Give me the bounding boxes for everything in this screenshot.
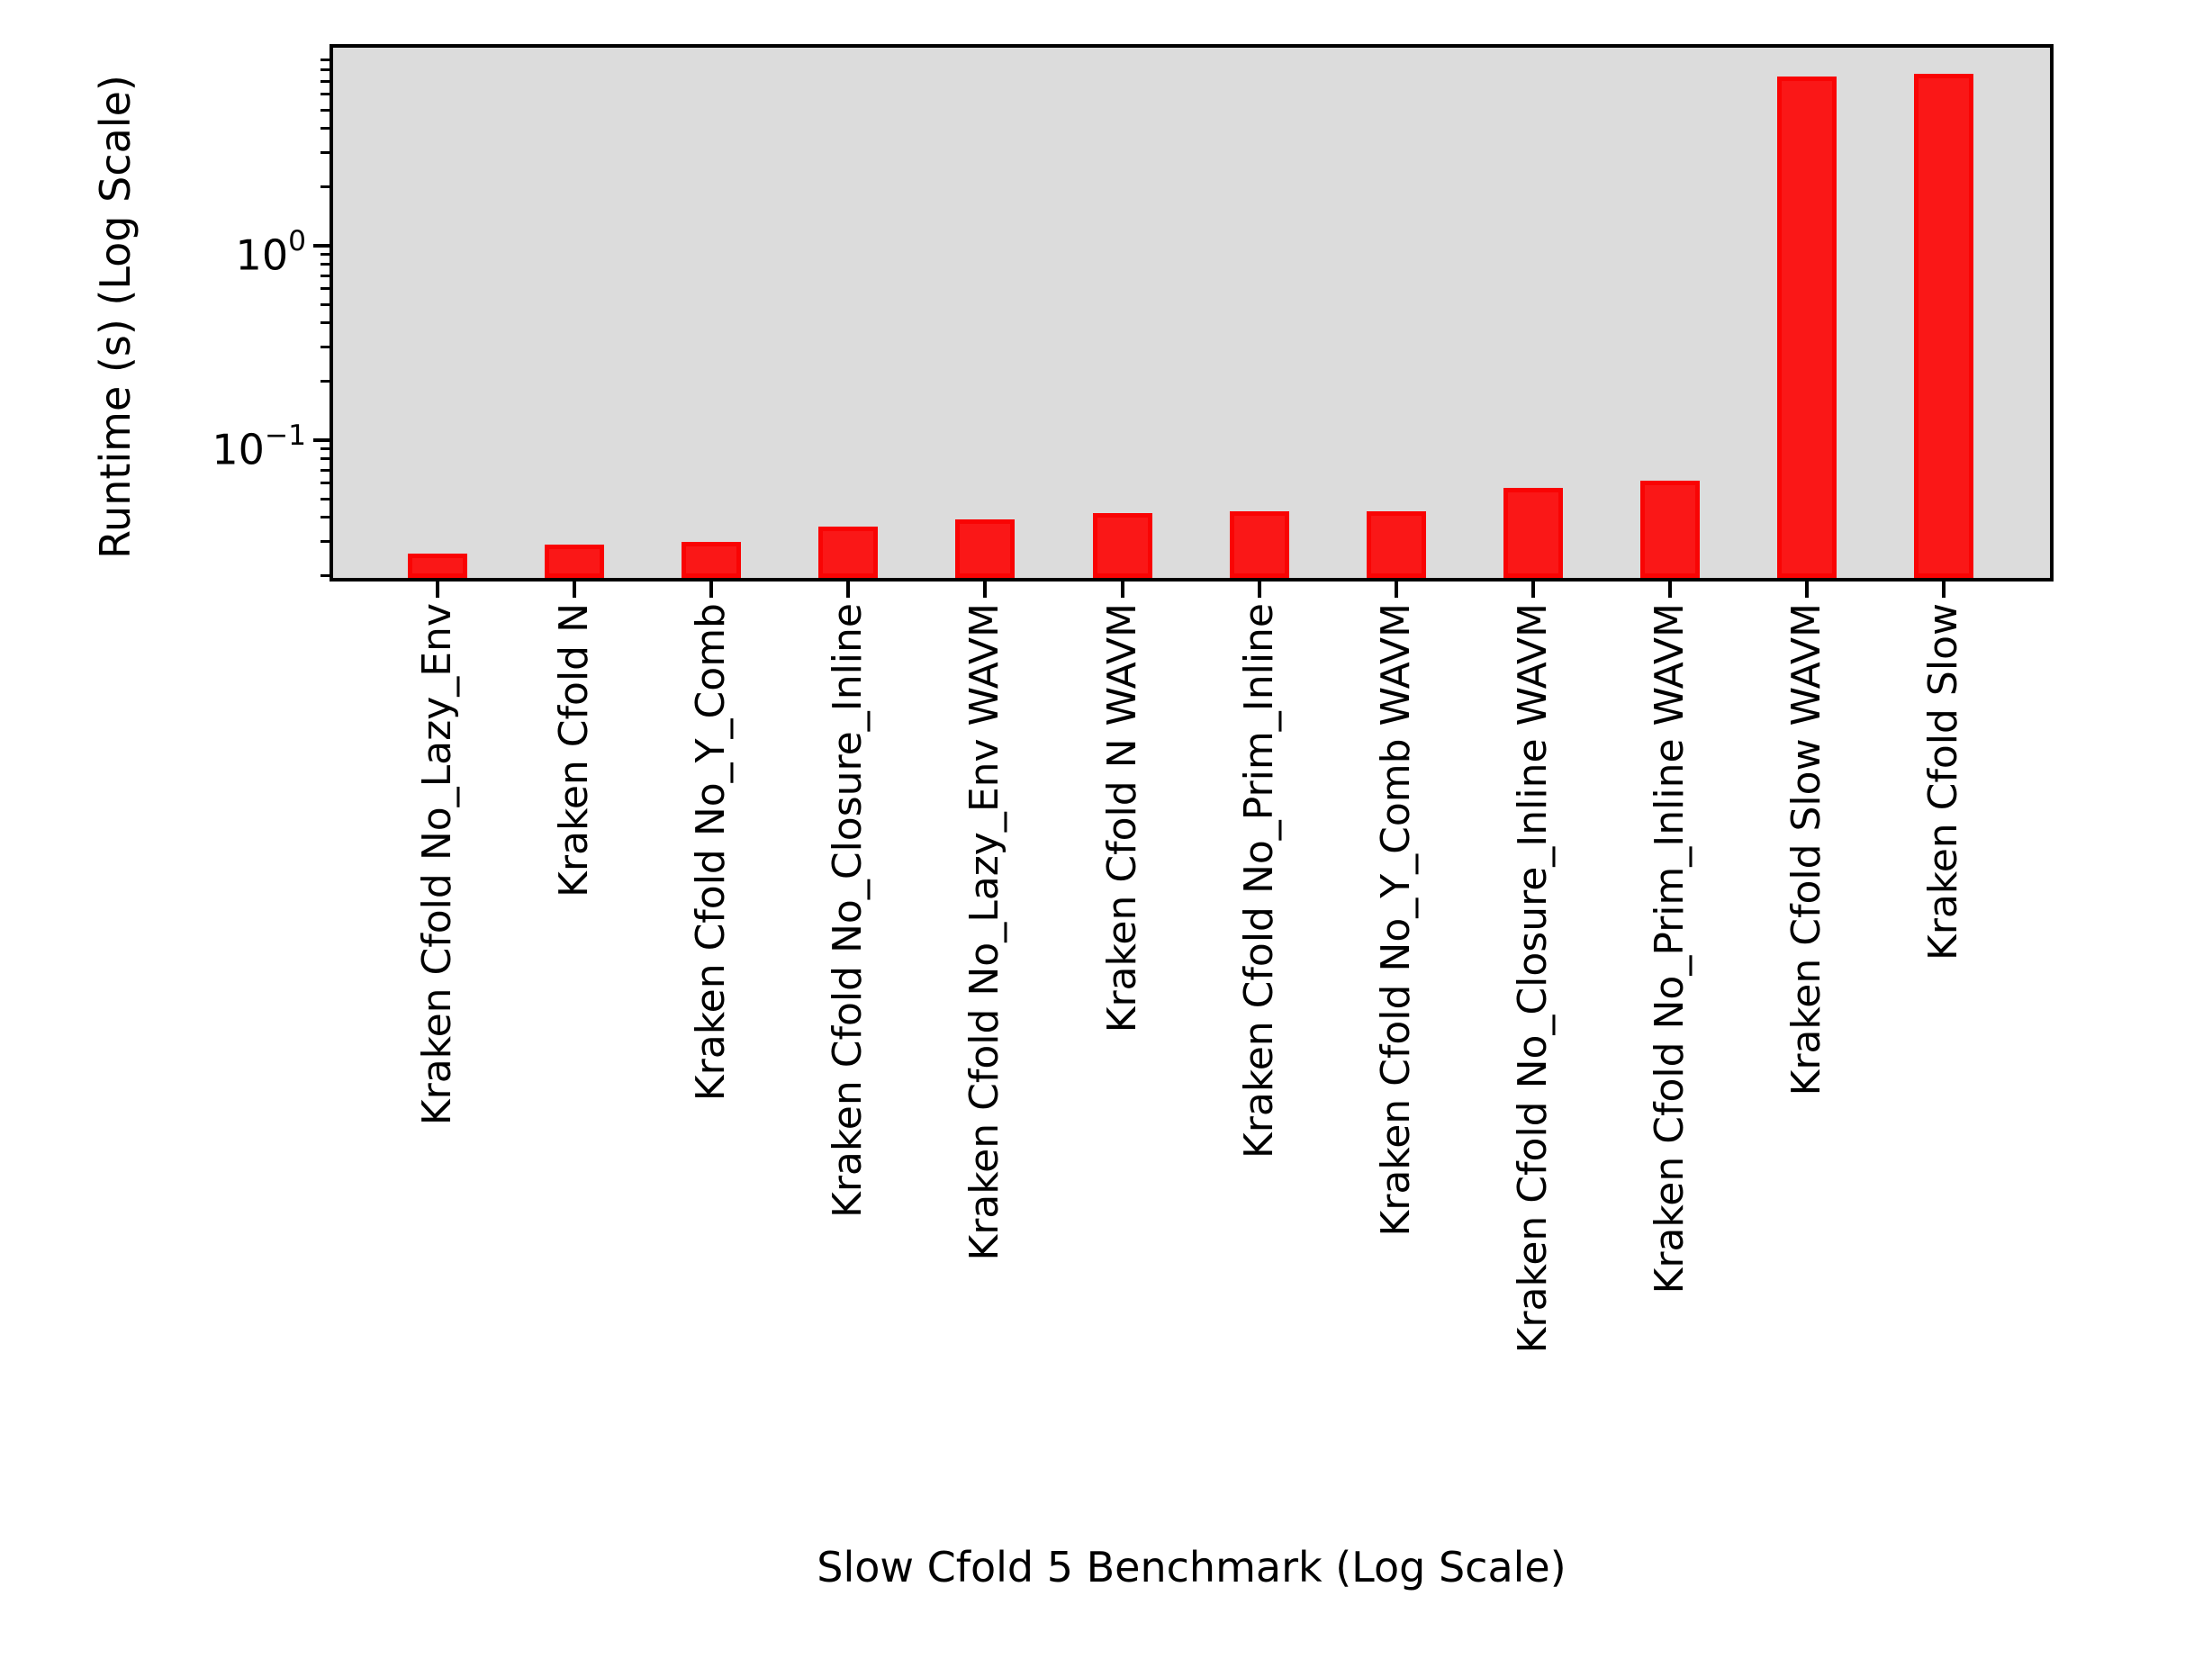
y-minor-tick [321, 151, 330, 155]
y-minor-tick [321, 321, 330, 325]
y-minor-tick [321, 516, 330, 519]
y-minor-tick [321, 59, 330, 62]
x-tick [1805, 582, 1809, 598]
y-minor-tick [321, 574, 330, 578]
x-tick-label: Kraken Cfold No_Closure_Inline [825, 603, 871, 1219]
bar [1639, 480, 1700, 578]
y-minor-tick [321, 108, 330, 112]
x-tick [436, 582, 439, 598]
y-minor-tick [321, 274, 330, 277]
y-minor-tick [321, 263, 330, 266]
y-minor-tick [321, 447, 330, 451]
bar [1366, 511, 1426, 578]
y-minor-tick [321, 540, 330, 544]
x-tick-label: Kraken Cfold No_Prim_Inline [1235, 603, 1282, 1159]
y-minor-tick [321, 185, 330, 189]
y-minor-tick [321, 253, 330, 257]
x-tick [1942, 582, 1946, 598]
x-tick [1530, 582, 1535, 598]
y-minor-tick [321, 497, 330, 500]
bar [682, 541, 742, 578]
plot-area [330, 44, 2054, 582]
x-tick-label: Kraken Cfold No_Lazy_Env WAVM [962, 603, 1008, 1261]
x-tick-label: Kraken Cfold No_Closure_Inline WAVM [1509, 603, 1556, 1354]
x-tick [1120, 582, 1124, 598]
x-tick [1257, 582, 1261, 598]
x-tick-label: Kraken Cfold No_Lazy_Env [414, 603, 460, 1126]
x-tick [1394, 582, 1398, 598]
bar [818, 526, 879, 578]
x-tick-label: Kraken Cfold No_Y_Comb [688, 603, 735, 1102]
y-minor-tick [321, 302, 330, 306]
y-minor-tick [321, 287, 330, 291]
x-tick-label: Kraken Cfold No_Prim_Inline WAVM [1646, 603, 1693, 1294]
x-axis-label: Slow Cfold 5 Benchmark (Log Scale) [817, 1543, 1566, 1591]
bar [1914, 73, 1974, 578]
y-minor-tick [321, 457, 330, 461]
x-tick [846, 582, 851, 598]
y-tick-label: 100 [235, 225, 306, 280]
x-tick [573, 582, 577, 598]
x-tick-label: Kraken Cfold N [551, 603, 598, 897]
y-major-tick [313, 244, 330, 248]
bar [408, 554, 467, 578]
y-axis-label: Runtime (s) (Log Scale) [91, 75, 140, 559]
bar [1503, 487, 1563, 578]
bar [1229, 511, 1289, 578]
y-minor-tick [321, 127, 330, 131]
x-tick-label: Kraken Cfold N WAVM [1098, 603, 1145, 1033]
y-minor-tick [321, 468, 330, 472]
bar [1777, 77, 1837, 578]
bar [1092, 513, 1152, 578]
x-tick [1667, 582, 1672, 598]
y-tick-label: 10−1 [212, 419, 306, 474]
x-tick-label: Kraken Cfold Slow WAVM [1783, 603, 1829, 1096]
x-tick-label: Kraken Cfold No_Y_Comb WAVM [1372, 603, 1419, 1237]
y-minor-tick [321, 68, 330, 72]
y-major-tick [313, 438, 330, 442]
y-minor-tick [321, 380, 330, 383]
x-tick-label: Kraken Cfold Slow [1920, 603, 1967, 961]
y-minor-tick [321, 79, 330, 83]
bar [545, 545, 605, 578]
y-minor-tick [321, 93, 330, 96]
y-minor-tick [321, 482, 330, 485]
bar [955, 519, 1016, 578]
x-tick [983, 582, 988, 598]
y-minor-tick [321, 346, 330, 349]
x-tick [709, 582, 714, 598]
